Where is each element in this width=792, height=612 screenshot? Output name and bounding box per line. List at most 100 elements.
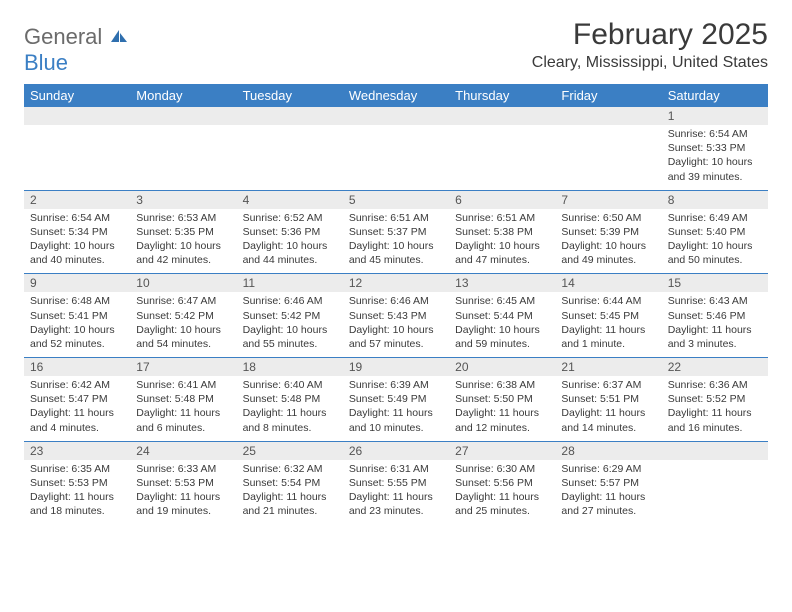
sunset-text: Sunset: 5:56 PM: [455, 476, 549, 490]
sunrise-text: Sunrise: 6:51 AM: [349, 211, 443, 225]
day-cell: 18Sunrise: 6:40 AMSunset: 5:48 PMDayligh…: [237, 358, 343, 441]
sunset-text: Sunset: 5:48 PM: [136, 392, 230, 406]
sunset-text: Sunset: 5:37 PM: [349, 225, 443, 239]
day-cell: 7Sunrise: 6:50 AMSunset: 5:39 PMDaylight…: [555, 191, 661, 274]
day-body: Sunrise: 6:32 AMSunset: 5:54 PMDaylight:…: [237, 460, 343, 525]
sunset-text: Sunset: 5:48 PM: [243, 392, 337, 406]
daylight-text: Daylight: 11 hours and 12 minutes.: [455, 406, 549, 434]
day-cell: 21Sunrise: 6:37 AMSunset: 5:51 PMDayligh…: [555, 358, 661, 441]
sunrise-text: Sunrise: 6:46 AM: [243, 294, 337, 308]
weekday-wednesday: Wednesday: [343, 84, 449, 107]
sunset-text: Sunset: 5:33 PM: [668, 141, 762, 155]
daylight-text: Daylight: 10 hours and 44 minutes.: [243, 239, 337, 267]
sunrise-text: Sunrise: 6:36 AM: [668, 378, 762, 392]
sunset-text: Sunset: 5:34 PM: [30, 225, 124, 239]
day-number: [237, 107, 343, 125]
day-cell: 28Sunrise: 6:29 AMSunset: 5:57 PMDayligh…: [555, 442, 661, 525]
day-number: 16: [24, 358, 130, 376]
day-number: 21: [555, 358, 661, 376]
day-number: 8: [662, 191, 768, 209]
day-cell: 16 Sunrise: 6:42 AMSunset: 5:47 PMDayligh…: [24, 358, 130, 441]
sunset-text: Sunset: 5:51 PM: [561, 392, 655, 406]
sunset-text: Sunset: 5:50 PM: [455, 392, 549, 406]
day-body: Sunrise: 6:47 AMSunset: 5:42 PMDaylight:…: [130, 292, 236, 357]
day-number: [343, 107, 449, 125]
logo: General Blue: [24, 18, 129, 76]
daylight-text: Daylight: 11 hours and 19 minutes.: [136, 490, 230, 518]
day-cell: 11Sunrise: 6:46 AMSunset: 5:42 PMDayligh…: [237, 274, 343, 357]
daylight-text: Daylight: 10 hours and 40 minutes.: [30, 239, 124, 267]
daylight-text: Daylight: 10 hours and 39 minutes.: [668, 155, 762, 183]
day-number: 11: [237, 274, 343, 292]
sunrise-text: Sunrise: 6:44 AM: [561, 294, 655, 308]
sunrise-text: Sunrise: 6:54 AM: [30, 211, 124, 225]
day-cell: 23Sunrise: 6:35 AMSunset: 5:53 PMDayligh…: [24, 442, 130, 525]
day-cell: 25Sunrise: 6:32 AMSunset: 5:54 PMDayligh…: [237, 442, 343, 525]
day-body: Sunrise: 6:41 AMSunset: 5:48 PMDaylight:…: [130, 376, 236, 441]
day-number: 13: [449, 274, 555, 292]
sunrise-text: Sunrise: 6:41 AM: [136, 378, 230, 392]
weekday-friday: Friday: [555, 84, 661, 107]
day-cell: [130, 107, 236, 190]
day-body: Sunrise: 6:35 AMSunset: 5:53 PMDaylight:…: [24, 460, 130, 525]
day-body: [130, 125, 236, 187]
sunset-text: Sunset: 5:39 PM: [561, 225, 655, 239]
sunrise-text: Sunrise: 6:54 AM: [668, 127, 762, 141]
sunrise-text: Sunrise: 6:42 AM: [30, 378, 124, 392]
day-number: 20: [449, 358, 555, 376]
day-cell: [662, 442, 768, 525]
day-body: Sunrise: 6:39 AMSunset: 5:49 PMDaylight:…: [343, 376, 449, 441]
daylight-text: Daylight: 11 hours and 10 minutes.: [349, 406, 443, 434]
sunset-text: Sunset: 5:53 PM: [30, 476, 124, 490]
day-body: Sunrise: 6:53 AMSunset: 5:35 PMDaylight:…: [130, 209, 236, 274]
day-body: Sunrise: 6:51 AMSunset: 5:37 PMDaylight:…: [343, 209, 449, 274]
day-body: Sunrise: 6:46 AMSunset: 5:43 PMDaylight:…: [343, 292, 449, 357]
day-body: Sunrise: 6:51 AMSunset: 5:38 PMDaylight:…: [449, 209, 555, 274]
day-body: Sunrise: 6:46 AMSunset: 5:42 PMDaylight:…: [237, 292, 343, 357]
day-body: Sunrise: 6:33 AMSunset: 5:53 PMDaylight:…: [130, 460, 236, 525]
day-number: 2: [24, 191, 130, 209]
daylight-text: Daylight: 11 hours and 3 minutes.: [668, 323, 762, 351]
daylight-text: Daylight: 10 hours and 52 minutes.: [30, 323, 124, 351]
day-body: [24, 125, 130, 187]
sunset-text: Sunset: 5:53 PM: [136, 476, 230, 490]
daylight-text: Daylight: 11 hours and 27 minutes.: [561, 490, 655, 518]
sunset-text: Sunset: 5:41 PM: [30, 309, 124, 323]
day-cell: 9Sunrise: 6:48 AMSunset: 5:41 PMDaylight…: [24, 274, 130, 357]
sunset-text: Sunset: 5:36 PM: [243, 225, 337, 239]
week-row: 1Sunrise: 6:54 AMSunset: 5:33 PMDaylight…: [24, 107, 768, 190]
day-number: [449, 107, 555, 125]
day-number: 14: [555, 274, 661, 292]
day-body: Sunrise: 6:30 AMSunset: 5:56 PMDaylight:…: [449, 460, 555, 525]
daylight-text: Daylight: 10 hours and 45 minutes.: [349, 239, 443, 267]
weeks-container: 1Sunrise: 6:54 AMSunset: 5:33 PMDaylight…: [24, 107, 768, 524]
weekday-saturday: Saturday: [662, 84, 768, 107]
day-number: [555, 107, 661, 125]
day-number: [662, 442, 768, 460]
day-cell: 15Sunrise: 6:43 AMSunset: 5:46 PMDayligh…: [662, 274, 768, 357]
sunrise-text: Sunrise: 6:33 AM: [136, 462, 230, 476]
sunrise-text: Sunrise: 6:50 AM: [561, 211, 655, 225]
sunrise-text: Sunrise: 6:37 AM: [561, 378, 655, 392]
sunrise-text: Sunrise: 6:32 AM: [243, 462, 337, 476]
day-number: 26: [343, 442, 449, 460]
day-number: 24: [130, 442, 236, 460]
daylight-text: Daylight: 10 hours and 55 minutes.: [243, 323, 337, 351]
day-number: [130, 107, 236, 125]
calendar-page: General Blue February 2025 Cleary, Missi…: [0, 0, 792, 534]
sunset-text: Sunset: 5:35 PM: [136, 225, 230, 239]
day-body: [237, 125, 343, 187]
sunset-text: Sunset: 5:42 PM: [243, 309, 337, 323]
weekday-monday: Monday: [130, 84, 236, 107]
day-body: [555, 125, 661, 187]
daylight-text: Daylight: 11 hours and 4 minutes.: [30, 406, 124, 434]
day-body: Sunrise: 6:50 AMSunset: 5:39 PMDaylight:…: [555, 209, 661, 274]
day-body: Sunrise: 6:54 AMSunset: 5:33 PMDaylight:…: [662, 125, 768, 190]
sunset-text: Sunset: 5:40 PM: [668, 225, 762, 239]
sunrise-text: Sunrise: 6:46 AM: [349, 294, 443, 308]
day-body: [343, 125, 449, 187]
day-number: [24, 107, 130, 125]
sunset-text: Sunset: 5:47 PM: [30, 392, 124, 406]
day-cell: [24, 107, 130, 190]
day-number: 5: [343, 191, 449, 209]
